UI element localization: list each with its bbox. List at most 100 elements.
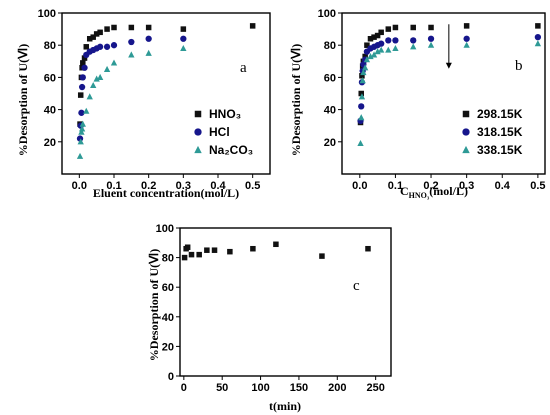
data-point-b-0: [358, 90, 364, 97]
series-a-2: [76, 44, 187, 159]
data-point-a-2: [145, 49, 152, 56]
data-point-a-0: [93, 31, 100, 37]
data-point-b-0: [463, 23, 470, 29]
series-c-0: [181, 241, 371, 261]
y-tick-label-a: 100: [38, 8, 56, 20]
data-point-b-1: [358, 103, 365, 110]
data-point-b-2: [378, 46, 385, 53]
legend-label-b-0: 298.15K: [477, 107, 523, 121]
legend-label-a-0: HNO₃: [209, 107, 241, 121]
x-tick-label-a: 0.3: [176, 180, 191, 192]
data-point-b-1: [392, 37, 399, 44]
data-point-b-0: [385, 26, 392, 32]
data-point-a-2: [77, 138, 84, 145]
x-tick-label-a: 0.4: [210, 180, 226, 192]
data-point-b-1: [378, 40, 385, 47]
data-point-a-2: [76, 152, 84, 159]
data-point-a-0: [97, 29, 103, 36]
data-point-b-2: [385, 46, 392, 53]
data-point-a-0: [111, 24, 117, 31]
y-tick-label-a: 20: [44, 137, 56, 149]
data-point-a-0: [86, 36, 93, 42]
data-point-c-0: [196, 251, 202, 258]
data-point-b-2: [463, 41, 470, 48]
legend-marker-a-2: [194, 145, 202, 154]
plot-frame-b: [341, 12, 546, 175]
legend-marker-b-2: [462, 145, 470, 154]
data-point-c-0: [204, 247, 210, 253]
data-point-a-0: [249, 23, 256, 29]
legend-label-a-1: HCl: [209, 125, 230, 139]
data-point-a-2: [103, 65, 111, 72]
x-tick-label-b: 0.5: [530, 180, 545, 192]
legend-marker-a-0: [194, 110, 202, 118]
data-point-b-0: [428, 24, 434, 31]
data-point-a-2: [86, 93, 93, 100]
y-tick-label-c: 0: [168, 371, 174, 383]
panel-letter-b: b: [515, 58, 523, 74]
data-point-b-2: [370, 51, 378, 58]
x-label-units: (mol/L): [429, 184, 468, 198]
panel-letter-a: a: [240, 60, 247, 76]
y-tick-label-b: 100: [318, 8, 336, 20]
data-point-b-0: [364, 42, 370, 48]
data-point-c-0: [227, 248, 233, 255]
data-point-a-1: [79, 74, 86, 81]
data-point-b-2: [534, 40, 542, 47]
data-point-c-0: [181, 254, 188, 261]
data-point-a-2: [78, 128, 85, 135]
data-point-c-0: [319, 253, 325, 259]
data-point-c-0: [188, 251, 195, 258]
data-point-a-0: [77, 92, 84, 98]
panel-letter-c: c: [353, 278, 360, 294]
x-tick-label-c: 0: [181, 382, 187, 394]
trend-arrow-head: [445, 62, 452, 69]
y-tick-label-c: 80: [162, 253, 174, 265]
data-point-a-2: [110, 59, 118, 66]
data-point-a-1: [78, 109, 85, 116]
data-point-a-1: [81, 64, 88, 71]
data-point-b-2: [361, 64, 369, 71]
data-point-a-1: [78, 83, 86, 91]
data-point-a-2: [90, 81, 97, 89]
data-point-b-0: [367, 36, 374, 42]
x-tick-label-b: 0.2: [423, 180, 438, 192]
data-point-a-2: [96, 73, 104, 80]
x-tick-label-b: 0.1: [388, 180, 403, 192]
data-point-a-0: [90, 34, 96, 40]
data-point-a-1: [96, 43, 104, 50]
data-point-b-2: [410, 43, 417, 50]
data-point-b-2: [360, 69, 367, 76]
legend-marker-a-1: [194, 128, 202, 136]
data-point-b-1: [410, 37, 417, 44]
x-axis-label-b: CHNO₃(mol/L): [400, 184, 468, 200]
data-point-a-0: [180, 26, 187, 32]
data-point-b-1: [463, 35, 470, 42]
y-tick-label-b: 40: [324, 105, 336, 117]
x-tick-label-a: 0.0: [72, 180, 87, 192]
y-axis-label-b: %Desorption of U(Ⅵ): [289, 44, 303, 156]
data-point-a-2: [83, 107, 90, 114]
x-tick-label-a: 0.2: [141, 180, 156, 192]
y-tick-label-b: 60: [324, 72, 336, 84]
data-point-a-2: [93, 75, 100, 82]
x-tick-label-b: 0.4: [495, 180, 511, 192]
x-axis-label-a: Eluent concentration(mol/L): [93, 186, 239, 200]
y-tick-label-c: 100: [156, 223, 174, 235]
legend-marker-b-0: [462, 110, 470, 118]
data-point-b-2: [374, 48, 381, 55]
series-a-1: [76, 35, 187, 142]
data-point-c-0: [211, 247, 218, 253]
legend-label-b-1: 318.15K: [477, 125, 523, 139]
x-tick-label-c: 100: [251, 382, 269, 394]
data-point-b-0: [359, 73, 365, 79]
data-point-a-2: [78, 125, 86, 132]
data-point-b-0: [374, 32, 381, 39]
data-point-b-1: [427, 35, 435, 42]
chart-panel-a: 0.0 0.1 0.2 0.3 0.4 0.5 20 40 60 80 100 %Desorption…: [16, 8, 271, 200]
data-point-a-1: [110, 42, 118, 49]
x-tick-label-a: 0.1: [106, 180, 121, 192]
plot-frame-a: [61, 12, 271, 175]
y-tick-label-a: 60: [44, 72, 56, 84]
